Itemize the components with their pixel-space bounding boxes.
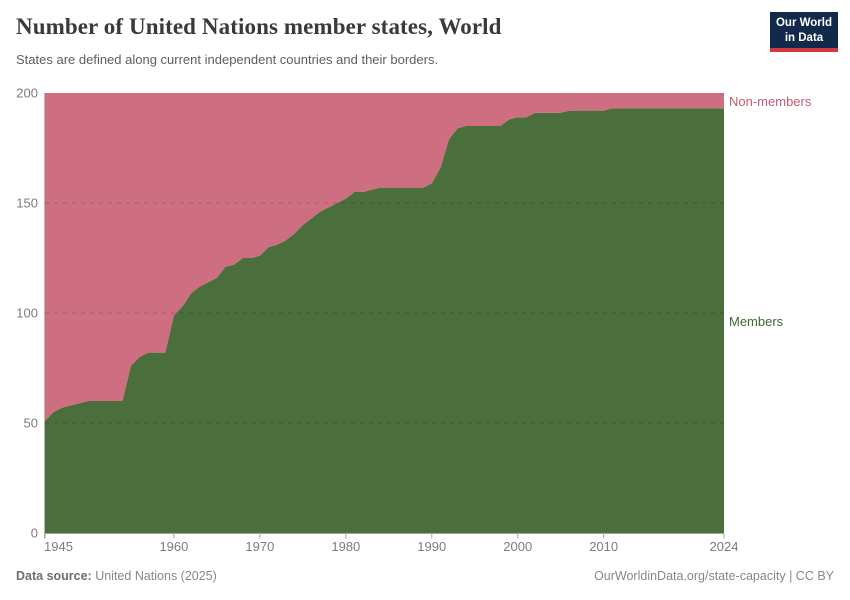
owid-logo[interactable]: Our World in Data	[770, 12, 838, 53]
x-tick-label-2000: 2000	[503, 539, 532, 554]
owid-url-link[interactable]: OurWorldinData.org/state-capacity	[594, 569, 786, 583]
data-source-value: United Nations (2025)	[91, 569, 217, 583]
x-tick-label-1945: 1945	[44, 539, 73, 554]
x-tick-label-1980: 1980	[331, 539, 360, 554]
y-tick-label-0: 0	[31, 526, 38, 541]
series-label-non-members: Non-members	[729, 94, 812, 109]
chart-subtitle: States are defined along current indepen…	[16, 52, 439, 67]
owid-logo-line2: in Data	[784, 31, 824, 44]
y-tick-label-50: 50	[24, 416, 38, 431]
owid-logo-line1: Our World	[775, 17, 832, 29]
page-title[interactable]: Number of United Nations member states, …	[16, 14, 502, 39]
data-source-label: Data source:	[16, 569, 92, 583]
data-source: Data source: United Nations (2025)	[16, 569, 217, 583]
chart-footer: Data source: United Nations (2025) OurWo…	[16, 569, 834, 583]
y-tick-label-200: 200	[16, 86, 38, 101]
y-tick-label-100: 100	[16, 306, 38, 321]
members-area[interactable]	[45, 108, 724, 534]
series-label-members: Members	[729, 314, 784, 329]
non-members-area[interactable]	[45, 93, 724, 421]
x-tick-label-1990: 1990	[417, 539, 446, 554]
license-link[interactable]: CC BY	[795, 569, 834, 583]
footer-separator: |	[785, 569, 796, 583]
footer-attribution: OurWorldinData.org/state-capacity | CC B…	[594, 569, 834, 583]
x-tick-label-2024: 2024	[710, 539, 739, 554]
x-tick-label-2010: 2010	[589, 539, 618, 554]
x-tick-label-1960: 1960	[159, 539, 188, 554]
x-tick-label-1970: 1970	[245, 539, 274, 554]
y-tick-label-150: 150	[16, 196, 38, 211]
